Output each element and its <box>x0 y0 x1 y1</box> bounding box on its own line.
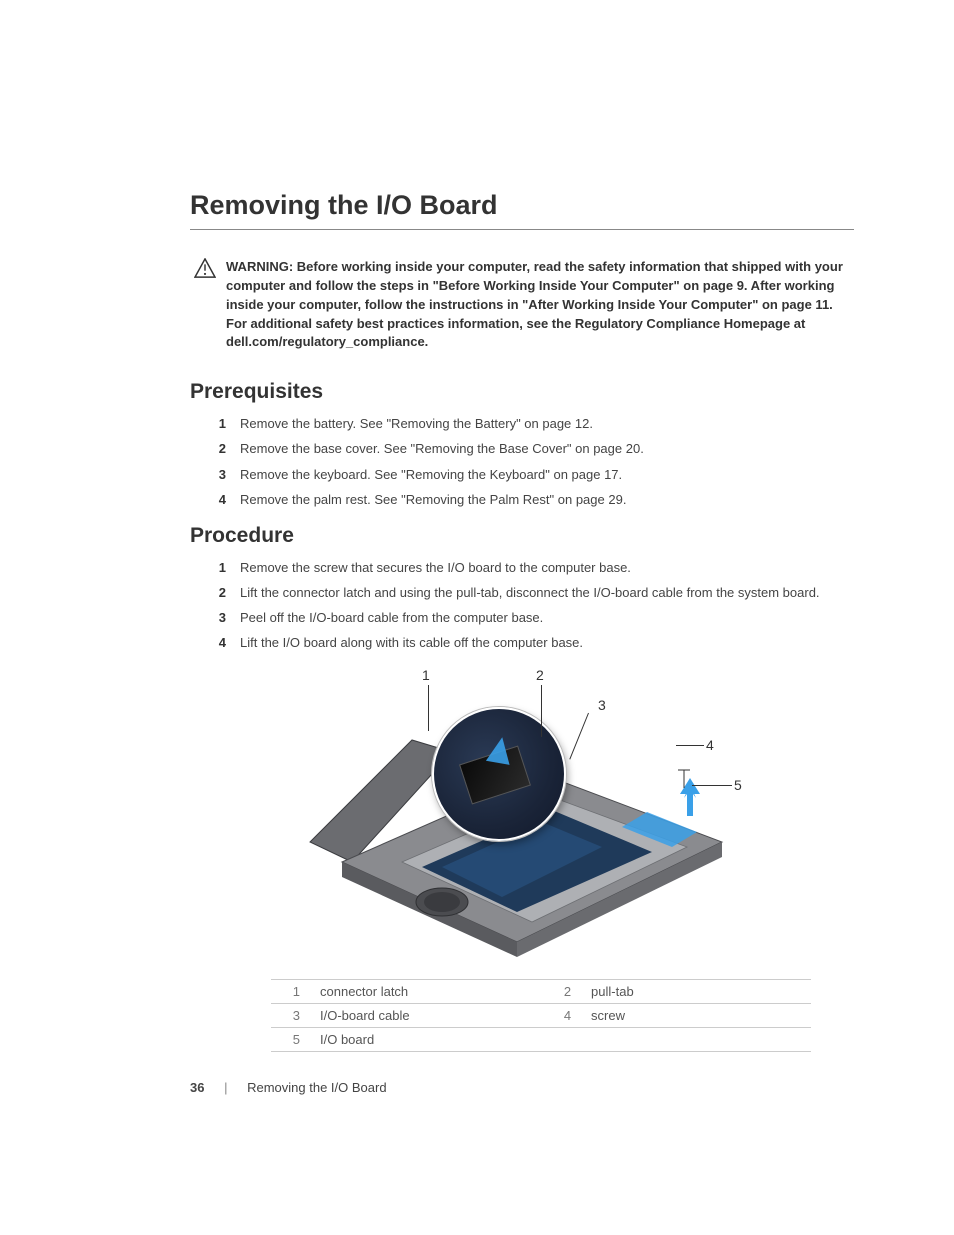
list-item: 1 Remove the battery. See "Removing the B… <box>214 414 854 434</box>
list-item-number: 3 <box>214 465 226 485</box>
table-row: 1connector latch2pull-tab <box>271 980 811 1004</box>
list-item-number: 2 <box>214 439 226 459</box>
figure-legend-table: 1connector latch2pull-tab3I/O-board cabl… <box>271 979 811 1052</box>
warning-block: WARNING: Before working inside your comp… <box>190 258 854 352</box>
list-item: 3 Remove the keyboard. See "Removing the … <box>214 465 854 485</box>
list-item-text: Lift the connector latch and using the p… <box>240 583 854 603</box>
callout-label-1: 1 <box>422 667 430 683</box>
document-page: Removing the I/O Board WARNING: Before w… <box>0 0 954 1235</box>
list-item-text: Remove the palm rest. See "Removing the … <box>240 490 854 510</box>
list-item: 1 Remove the screw that secures the I/O b… <box>214 558 854 578</box>
page-title: Removing the I/O Board <box>190 190 854 230</box>
figure-area: 1 2 3 4 5 1connector latch2pull-tab3I/O-… <box>190 667 854 1052</box>
callout-line <box>541 685 542 737</box>
legend-number: 1 <box>271 980 308 1004</box>
callout-line <box>692 785 732 786</box>
list-item: 3 Peel off the I/O-board cable from the c… <box>214 608 854 628</box>
callout-line <box>428 685 429 731</box>
section-heading-prerequisites: Prerequisites <box>190 380 854 404</box>
legend-label: connector latch <box>308 980 542 1004</box>
list-item-number: 4 <box>214 490 226 510</box>
callout-label-3: 3 <box>598 697 606 713</box>
list-item-number: 3 <box>214 608 226 628</box>
footer-title: Removing the I/O Board <box>247 1080 386 1095</box>
legend-label: I/O board <box>308 1028 542 1052</box>
list-item-number: 1 <box>214 558 226 578</box>
list-item-text: Remove the keyboard. See "Removing the K… <box>240 465 854 485</box>
list-item-text: Remove the screw that secures the I/O bo… <box>240 558 854 578</box>
list-item-number: 1 <box>214 414 226 434</box>
legend-label: screw <box>579 1004 811 1028</box>
callout-label-5: 5 <box>734 777 742 793</box>
list-item-text: Remove the base cover. See "Removing the… <box>240 439 854 459</box>
list-item-text: Lift the I/O board along with its cable … <box>240 633 854 653</box>
legend-number: 4 <box>542 1004 579 1028</box>
section-heading-procedure: Procedure <box>190 524 854 548</box>
callout-label-2: 2 <box>536 667 544 683</box>
list-item: 4 Remove the palm rest. See "Removing the… <box>214 490 854 510</box>
prerequisites-list: 1 Remove the battery. See "Removing the B… <box>190 414 854 510</box>
list-item-number: 4 <box>214 633 226 653</box>
list-item-text: Remove the battery. See "Removing the Ba… <box>240 414 854 434</box>
warning-text: WARNING: Before working inside your comp… <box>226 258 854 352</box>
warning-icon <box>194 258 216 283</box>
legend-number: 3 <box>271 1004 308 1028</box>
table-row: 3I/O-board cable4screw <box>271 1004 811 1028</box>
callout-label-4: 4 <box>706 737 714 753</box>
list-item-number: 2 <box>214 583 226 603</box>
list-item: 2 Remove the base cover. See "Removing th… <box>214 439 854 459</box>
legend-number: 2 <box>542 980 579 1004</box>
table-row: 5I/O board <box>271 1028 811 1052</box>
callout-line <box>676 745 704 746</box>
figure-illustration: 1 2 3 4 5 <box>292 667 752 967</box>
warning-body: Before working inside your computer, rea… <box>226 259 843 349</box>
page-footer: 36 | Removing the I/O Board <box>190 1080 387 1095</box>
procedure-list: 1 Remove the screw that secures the I/O b… <box>190 558 854 654</box>
warning-label: WARNING: <box>226 259 293 274</box>
list-item: 4 Lift the I/O board along with its cable… <box>214 633 854 653</box>
page-number: 36 <box>190 1080 204 1095</box>
footer-separator: | <box>224 1080 227 1095</box>
detail-magnifier <box>432 707 566 841</box>
legend-label: pull-tab <box>579 980 811 1004</box>
legend-label: I/O-board cable <box>308 1004 542 1028</box>
list-item: 2 Lift the connector latch and using the … <box>214 583 854 603</box>
legend-number: 5 <box>271 1028 308 1052</box>
legend-number <box>542 1028 579 1052</box>
legend-label <box>579 1028 811 1052</box>
list-item-text: Peel off the I/O-board cable from the co… <box>240 608 854 628</box>
